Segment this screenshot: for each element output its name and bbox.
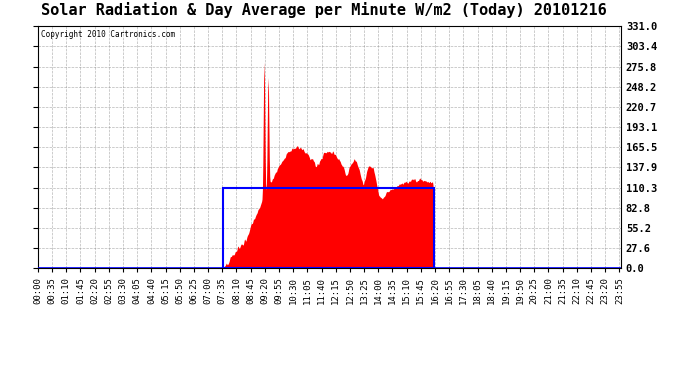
Bar [223,188,434,268]
Text: Solar Radiation & Day Average per Minute W/m2 (Today) 20101216: Solar Radiation & Day Average per Minute… [41,2,607,18]
Text: Copyright 2010 Cartronics.com: Copyright 2010 Cartronics.com [41,30,175,39]
